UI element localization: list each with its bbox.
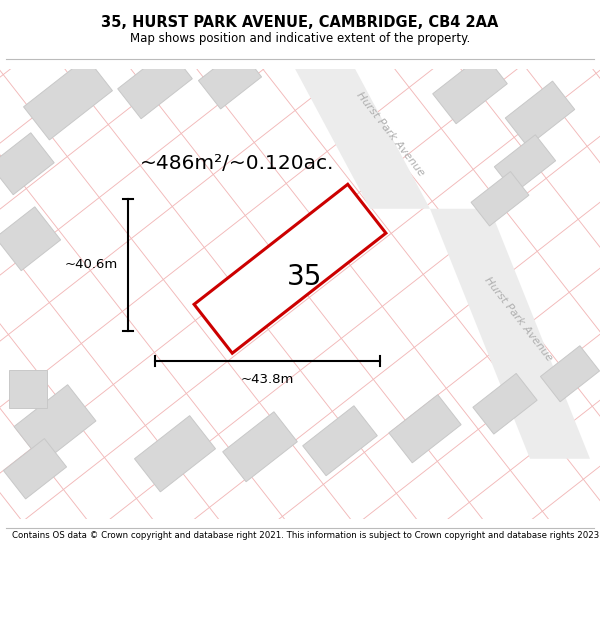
Polygon shape	[199, 49, 262, 109]
Text: Hurst Park Avenue: Hurst Park Avenue	[482, 275, 554, 362]
Polygon shape	[4, 439, 67, 499]
Polygon shape	[389, 395, 461, 462]
Polygon shape	[223, 412, 298, 482]
Polygon shape	[430, 209, 590, 459]
Polygon shape	[9, 370, 47, 408]
Polygon shape	[302, 406, 377, 476]
Text: ~43.8m: ~43.8m	[241, 372, 294, 386]
Polygon shape	[494, 135, 556, 192]
Polygon shape	[505, 81, 575, 146]
Polygon shape	[0, 132, 54, 195]
Text: ~486m²/~0.120ac.: ~486m²/~0.120ac.	[140, 154, 334, 173]
Text: Contains OS data © Crown copyright and database right 2021. This information is : Contains OS data © Crown copyright and d…	[12, 531, 600, 540]
Text: 35: 35	[287, 262, 323, 291]
Polygon shape	[471, 171, 529, 226]
Polygon shape	[295, 69, 430, 209]
Polygon shape	[23, 58, 112, 140]
Polygon shape	[118, 49, 193, 119]
Polygon shape	[194, 184, 386, 353]
Polygon shape	[134, 416, 215, 492]
Polygon shape	[14, 385, 96, 462]
Text: ~40.6m: ~40.6m	[65, 258, 118, 271]
Polygon shape	[473, 373, 537, 434]
Text: Map shows position and indicative extent of the property.: Map shows position and indicative extent…	[130, 31, 470, 44]
Text: 35, HURST PARK AVENUE, CAMBRIDGE, CB4 2AA: 35, HURST PARK AVENUE, CAMBRIDGE, CB4 2A…	[101, 15, 499, 30]
Text: Hurst Park Avenue: Hurst Park Avenue	[354, 90, 426, 178]
Polygon shape	[0, 207, 61, 271]
Polygon shape	[541, 346, 599, 402]
Polygon shape	[433, 54, 508, 124]
